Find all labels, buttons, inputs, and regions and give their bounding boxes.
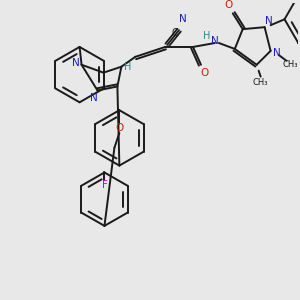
Text: O: O [115,123,124,133]
Text: N: N [179,14,187,24]
Text: H: H [203,31,211,41]
Text: F: F [101,180,107,190]
Text: CH₃: CH₃ [253,78,268,87]
Text: C: C [172,28,178,38]
Text: O: O [225,0,233,11]
Text: H: H [124,62,131,72]
Text: N: N [273,48,280,58]
Text: N: N [265,16,272,26]
Text: N: N [72,58,80,68]
Text: N: N [211,36,219,46]
Text: N: N [90,93,98,103]
Text: CH₃: CH₃ [283,60,298,69]
Text: O: O [201,68,209,78]
